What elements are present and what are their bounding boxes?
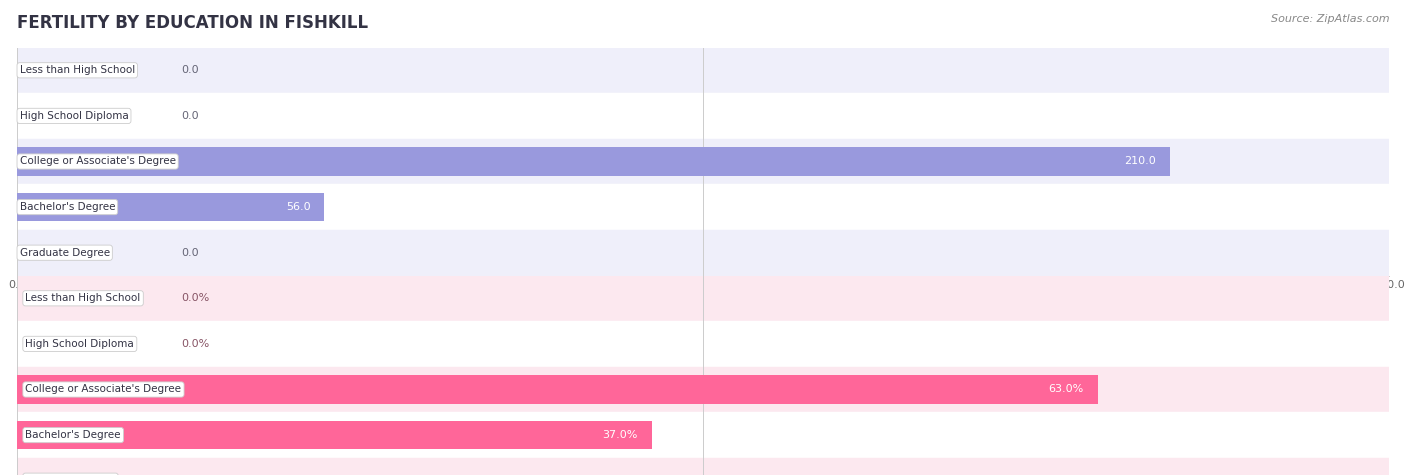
Bar xyxy=(17,139,1389,184)
Bar xyxy=(17,184,1389,230)
Text: 0.0%: 0.0% xyxy=(181,293,209,304)
Text: College or Associate's Degree: College or Associate's Degree xyxy=(25,384,181,395)
Text: 0.0: 0.0 xyxy=(181,65,200,76)
Text: FERTILITY BY EDUCATION IN FISHKILL: FERTILITY BY EDUCATION IN FISHKILL xyxy=(17,14,368,32)
Bar xyxy=(17,193,325,221)
Text: 63.0%: 63.0% xyxy=(1049,384,1084,395)
Bar xyxy=(17,276,1389,321)
Text: 0.0: 0.0 xyxy=(181,247,200,258)
Bar xyxy=(17,412,1389,458)
Text: 56.0: 56.0 xyxy=(285,202,311,212)
Bar xyxy=(17,48,1389,93)
Text: High School Diploma: High School Diploma xyxy=(20,111,128,121)
Text: College or Associate's Degree: College or Associate's Degree xyxy=(20,156,176,167)
Text: Less than High School: Less than High School xyxy=(20,65,135,76)
Bar xyxy=(17,458,1389,475)
Text: High School Diploma: High School Diploma xyxy=(25,339,134,349)
Text: 210.0: 210.0 xyxy=(1123,156,1156,167)
Text: 0.0%: 0.0% xyxy=(181,339,209,349)
Bar xyxy=(17,421,651,449)
Text: Less than High School: Less than High School xyxy=(25,293,141,304)
Text: 37.0%: 37.0% xyxy=(602,430,638,440)
Bar xyxy=(17,147,1170,176)
Bar xyxy=(17,230,1389,276)
Text: Graduate Degree: Graduate Degree xyxy=(20,247,110,258)
Text: 0.0: 0.0 xyxy=(181,111,200,121)
Text: Source: ZipAtlas.com: Source: ZipAtlas.com xyxy=(1271,14,1389,24)
Bar xyxy=(17,375,1098,404)
Bar xyxy=(17,93,1389,139)
Text: Bachelor's Degree: Bachelor's Degree xyxy=(25,430,121,440)
Bar xyxy=(17,321,1389,367)
Bar xyxy=(17,367,1389,412)
Text: Bachelor's Degree: Bachelor's Degree xyxy=(20,202,115,212)
